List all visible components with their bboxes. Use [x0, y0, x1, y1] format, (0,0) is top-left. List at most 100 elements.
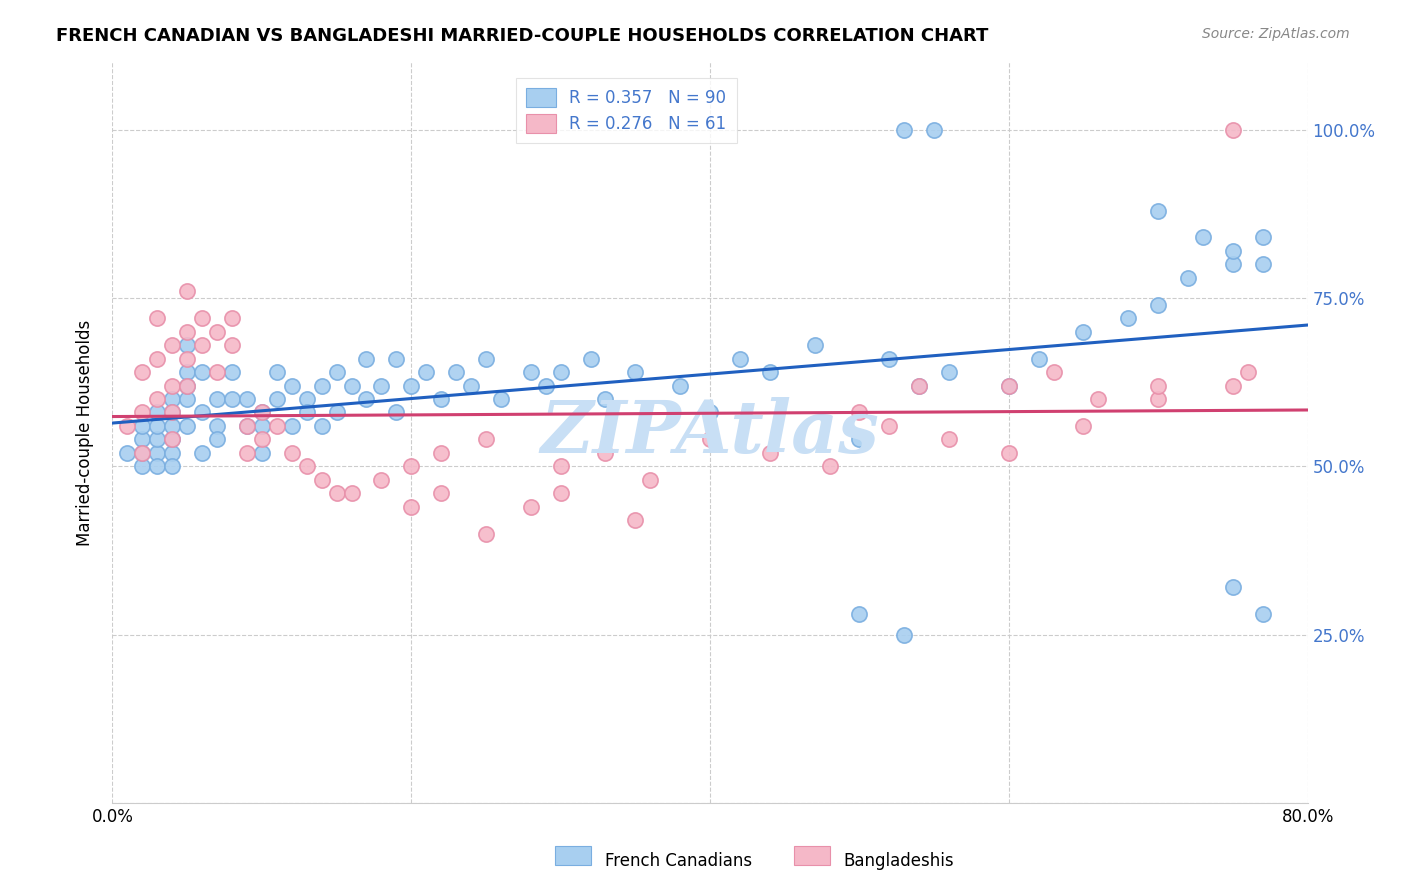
Point	[356, 351, 378, 366]
Point	[191, 446, 214, 460]
Point	[624, 513, 647, 527]
Point	[475, 351, 498, 366]
Point	[146, 311, 169, 326]
Point	[1118, 311, 1140, 326]
Point	[759, 446, 782, 460]
Point	[1192, 230, 1215, 244]
Point	[205, 433, 228, 447]
Point	[191, 405, 214, 419]
Point	[1222, 378, 1244, 392]
Point	[1177, 270, 1199, 285]
Point	[221, 338, 243, 352]
Point	[595, 446, 617, 460]
Point	[401, 378, 423, 392]
Point	[848, 433, 870, 447]
Point	[176, 418, 198, 433]
Point	[1251, 607, 1274, 622]
Point	[908, 378, 931, 392]
Point	[430, 392, 453, 406]
Point	[295, 405, 318, 419]
Point	[191, 338, 214, 352]
Point	[669, 378, 692, 392]
Point	[146, 446, 169, 460]
Point	[444, 365, 467, 379]
Point	[162, 433, 183, 447]
Point	[385, 351, 408, 366]
Point	[117, 418, 139, 433]
Point	[131, 418, 153, 433]
Text: Bangladeshis: Bangladeshis	[844, 852, 955, 870]
Point	[1073, 325, 1095, 339]
Point	[938, 433, 960, 447]
Point	[146, 351, 169, 366]
Point	[162, 433, 183, 447]
Point	[281, 418, 304, 433]
Point	[266, 392, 288, 406]
Point	[236, 392, 259, 406]
Point	[236, 446, 259, 460]
Point	[205, 365, 228, 379]
Point	[250, 418, 273, 433]
Point	[176, 392, 198, 406]
Point	[998, 378, 1021, 392]
Point	[550, 365, 572, 379]
Point	[176, 378, 198, 392]
Point	[131, 446, 153, 460]
Point	[848, 405, 870, 419]
Point	[475, 433, 498, 447]
Point	[401, 500, 423, 514]
Point	[1222, 122, 1244, 136]
Point	[893, 122, 915, 136]
Point	[879, 418, 901, 433]
Point	[1087, 392, 1109, 406]
Point	[699, 433, 721, 447]
Point	[430, 446, 453, 460]
Point	[370, 473, 392, 487]
Point	[131, 405, 153, 419]
Y-axis label: Married-couple Households: Married-couple Households	[76, 319, 94, 546]
Point	[162, 418, 183, 433]
Legend: R = 0.357   N = 90, R = 0.276   N = 61: R = 0.357 N = 90, R = 0.276 N = 61	[516, 78, 737, 144]
Point	[624, 365, 647, 379]
Point	[250, 405, 273, 419]
Point	[356, 392, 378, 406]
Point	[146, 405, 169, 419]
Point	[908, 378, 931, 392]
Point	[803, 338, 825, 352]
Point	[1147, 392, 1170, 406]
Text: French Canadians: French Canadians	[605, 852, 752, 870]
Point	[699, 405, 721, 419]
Text: FRENCH CANADIAN VS BANGLADESHI MARRIED-COUPLE HOUSEHOLDS CORRELATION CHART: FRENCH CANADIAN VS BANGLADESHI MARRIED-C…	[56, 27, 988, 45]
Point	[325, 486, 347, 500]
Point	[162, 392, 183, 406]
Point	[460, 378, 482, 392]
Point	[520, 500, 543, 514]
Point	[162, 459, 183, 474]
Point	[998, 446, 1021, 460]
Point	[415, 365, 437, 379]
Point	[430, 486, 453, 500]
Point	[146, 392, 169, 406]
Point	[1042, 365, 1064, 379]
Point	[401, 459, 423, 474]
Point	[1147, 203, 1170, 218]
Point	[176, 365, 198, 379]
Point	[266, 365, 288, 379]
Point	[236, 418, 259, 433]
Point	[131, 459, 153, 474]
Point	[922, 122, 945, 136]
Point	[131, 433, 153, 447]
Point	[176, 338, 198, 352]
Point	[595, 392, 617, 406]
Point	[281, 446, 304, 460]
Point	[893, 627, 915, 641]
Point	[146, 433, 169, 447]
Point	[340, 378, 363, 392]
Point	[1251, 230, 1274, 244]
Point	[938, 365, 960, 379]
Point	[325, 405, 347, 419]
Point	[1237, 365, 1260, 379]
Point	[489, 392, 512, 406]
Point	[848, 607, 870, 622]
Point	[146, 418, 169, 433]
